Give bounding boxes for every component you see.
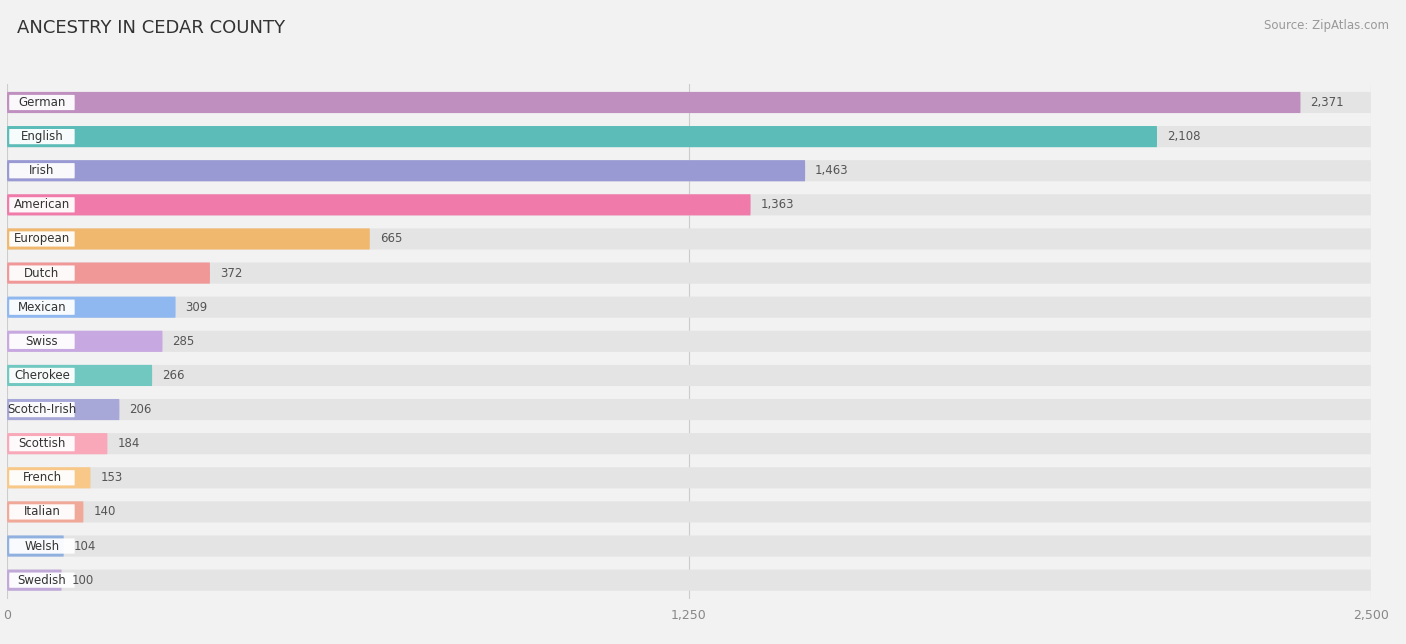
FancyBboxPatch shape [10,265,75,281]
Text: French: French [22,471,62,484]
FancyBboxPatch shape [7,331,1371,352]
FancyBboxPatch shape [7,535,1371,556]
FancyBboxPatch shape [10,504,75,520]
Text: European: European [14,232,70,245]
Text: 153: 153 [100,471,122,484]
Text: Swiss: Swiss [25,335,58,348]
FancyBboxPatch shape [7,467,1371,488]
FancyBboxPatch shape [10,573,75,588]
Text: 372: 372 [219,267,242,279]
FancyBboxPatch shape [7,126,1371,147]
Text: 1,363: 1,363 [761,198,794,211]
FancyBboxPatch shape [7,365,1371,386]
FancyBboxPatch shape [10,470,75,486]
FancyBboxPatch shape [7,433,107,454]
FancyBboxPatch shape [10,334,75,349]
Text: Dutch: Dutch [24,267,59,279]
FancyBboxPatch shape [10,538,75,554]
Text: Scotch-Irish: Scotch-Irish [7,403,76,416]
FancyBboxPatch shape [7,467,90,488]
FancyBboxPatch shape [7,399,120,420]
Text: American: American [14,198,70,211]
FancyBboxPatch shape [10,402,75,417]
FancyBboxPatch shape [7,194,751,216]
FancyBboxPatch shape [7,263,1371,283]
FancyBboxPatch shape [10,436,75,451]
Text: 309: 309 [186,301,208,314]
Text: Scottish: Scottish [18,437,66,450]
Text: 266: 266 [162,369,184,382]
FancyBboxPatch shape [7,297,1371,317]
FancyBboxPatch shape [10,197,75,213]
FancyBboxPatch shape [7,535,63,556]
Text: Cherokee: Cherokee [14,369,70,382]
FancyBboxPatch shape [10,368,75,383]
FancyBboxPatch shape [7,365,152,386]
Text: 206: 206 [129,403,152,416]
Text: Welsh: Welsh [24,540,59,553]
Text: 2,108: 2,108 [1167,130,1201,143]
FancyBboxPatch shape [7,194,1371,216]
FancyBboxPatch shape [7,92,1371,113]
FancyBboxPatch shape [7,160,806,182]
Text: 184: 184 [117,437,139,450]
FancyBboxPatch shape [7,297,176,317]
Text: 2,371: 2,371 [1310,96,1344,109]
FancyBboxPatch shape [10,129,75,144]
Text: English: English [21,130,63,143]
Text: Mexican: Mexican [18,301,66,314]
FancyBboxPatch shape [7,92,1301,113]
FancyBboxPatch shape [7,569,62,591]
Text: 1,463: 1,463 [815,164,849,177]
Text: 140: 140 [93,506,115,518]
FancyBboxPatch shape [7,263,209,283]
FancyBboxPatch shape [7,569,1371,591]
Text: German: German [18,96,66,109]
FancyBboxPatch shape [7,331,163,352]
FancyBboxPatch shape [7,501,1371,522]
FancyBboxPatch shape [10,163,75,178]
FancyBboxPatch shape [7,399,1371,420]
FancyBboxPatch shape [7,229,370,249]
Text: Source: ZipAtlas.com: Source: ZipAtlas.com [1264,19,1389,32]
FancyBboxPatch shape [7,160,1371,182]
Text: Italian: Italian [24,506,60,518]
Text: 665: 665 [380,232,402,245]
Text: 100: 100 [72,574,94,587]
FancyBboxPatch shape [10,231,75,247]
Text: 104: 104 [73,540,96,553]
FancyBboxPatch shape [10,95,75,110]
Text: Swedish: Swedish [17,574,66,587]
Text: 285: 285 [173,335,194,348]
FancyBboxPatch shape [7,229,1371,249]
Text: ANCESTRY IN CEDAR COUNTY: ANCESTRY IN CEDAR COUNTY [17,19,285,37]
FancyBboxPatch shape [7,433,1371,454]
Text: Irish: Irish [30,164,55,177]
FancyBboxPatch shape [7,501,83,522]
FancyBboxPatch shape [10,299,75,315]
FancyBboxPatch shape [7,126,1157,147]
